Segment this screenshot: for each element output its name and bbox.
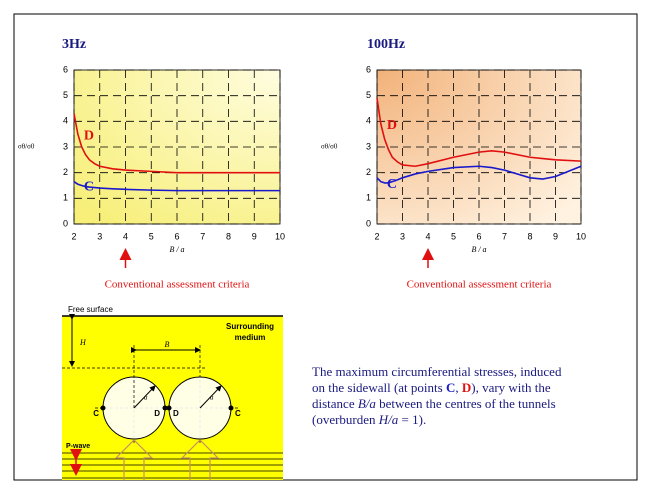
point	[167, 406, 172, 411]
caption-text: on the sidewall (at points	[312, 380, 446, 395]
point-label: C	[93, 409, 99, 418]
x-tick-label: 7	[200, 231, 205, 241]
x-tick-label: 9	[553, 231, 558, 241]
point-label: C	[235, 409, 241, 418]
series-label: C	[84, 179, 94, 194]
y-tick-label: 0	[366, 218, 371, 228]
wave-label: P-wave	[66, 443, 90, 450]
point-label: D	[173, 409, 179, 418]
x-tick-label: 7	[502, 231, 507, 241]
y-tick-label: 0	[63, 218, 68, 228]
x-tick-label: 2	[374, 231, 379, 241]
point	[229, 406, 234, 411]
diagram: Free surface Surrounding medium H B a a …	[62, 305, 283, 480]
annotation: Conventional assessment criteria	[105, 279, 250, 291]
free-surface-label: Free surface	[68, 305, 113, 314]
chart: 100Hz 0 1 2 3 4 5 6 2 3 4 5 6 7 8 9 10 σθ/σ0 B / a D C Conven…	[321, 37, 586, 290]
y-tick-label: 3	[366, 141, 371, 151]
x-tick-label: 6	[476, 231, 481, 241]
x-tick-label: 4	[425, 231, 430, 241]
x-tick-label: 2	[71, 231, 76, 241]
caption-ratio: H/a	[378, 412, 399, 427]
caption-text: ), vary with the	[471, 380, 551, 395]
chart-title: 3Hz	[62, 37, 86, 52]
caption-line: The maximum circumferential stresses, in…	[312, 364, 562, 379]
x-tick-label: 9	[252, 231, 257, 241]
x-tick-label: 8	[226, 231, 231, 241]
medium-label: Surrounding	[226, 322, 274, 331]
caption-ratio: B/a	[358, 396, 377, 411]
a-label: a	[144, 394, 148, 402]
page: Free surface Surrounding medium H B a a …	[0, 0, 652, 495]
x-tick-label: 10	[576, 231, 586, 241]
y-tick-label: 3	[63, 141, 68, 151]
series-label: C	[387, 177, 397, 192]
series-label: D	[387, 118, 397, 133]
y-tick-label: 5	[366, 90, 371, 100]
y-tick-label: 6	[366, 64, 371, 74]
chart: 3Hz 0 1 2 3 4 5 6 2 3 4 5 6 7 8 9 10 σθ/σ0 B / a D C Conventi…	[18, 37, 285, 290]
y-tick-label: 2	[366, 167, 371, 177]
point-label: D	[154, 409, 160, 418]
y-axis-label: σθ/σ0	[321, 143, 338, 151]
slide: Free surface Surrounding medium H B a a …	[0, 0, 652, 490]
x-tick-label: 10	[275, 231, 285, 241]
x-axis-label: B / a	[471, 245, 486, 254]
x-tick-label: 3	[400, 231, 405, 241]
x-tick-label: 3	[97, 231, 102, 241]
medium-label: medium	[235, 333, 266, 342]
x-tick-label: 4	[123, 231, 128, 241]
x-tick-label: 5	[149, 231, 154, 241]
y-tick-label: 4	[63, 116, 68, 126]
caption: The maximum circumferential stresses, in…	[312, 364, 565, 427]
caption-text: (overburden	[312, 412, 379, 427]
y-tick-label: 1	[366, 193, 371, 203]
x-axis-label: B / a	[169, 245, 184, 254]
y-tick-label: 4	[366, 116, 371, 126]
series-label: D	[84, 128, 94, 143]
caption-point: C	[446, 380, 455, 395]
x-tick-label: 6	[174, 231, 179, 241]
annotation: Conventional assessment criteria	[407, 279, 552, 291]
caption-text: distance	[312, 396, 358, 411]
caption-text: between the centres of the tunnels	[376, 396, 556, 411]
y-tick-label: 5	[63, 90, 68, 100]
y-tick-label: 2	[63, 167, 68, 177]
caption-text: = 1).	[398, 412, 426, 427]
caption-point: D	[462, 380, 471, 395]
y-tick-label: 1	[63, 193, 68, 203]
y-axis-label: σθ/σ0	[18, 143, 35, 151]
y-tick-label: 6	[63, 64, 68, 74]
a-label: a	[210, 394, 214, 402]
x-tick-label: 8	[527, 231, 532, 241]
chart-title: 100Hz	[367, 37, 405, 52]
point	[101, 406, 106, 411]
b-label: B	[165, 340, 170, 349]
x-tick-label: 5	[451, 231, 456, 241]
